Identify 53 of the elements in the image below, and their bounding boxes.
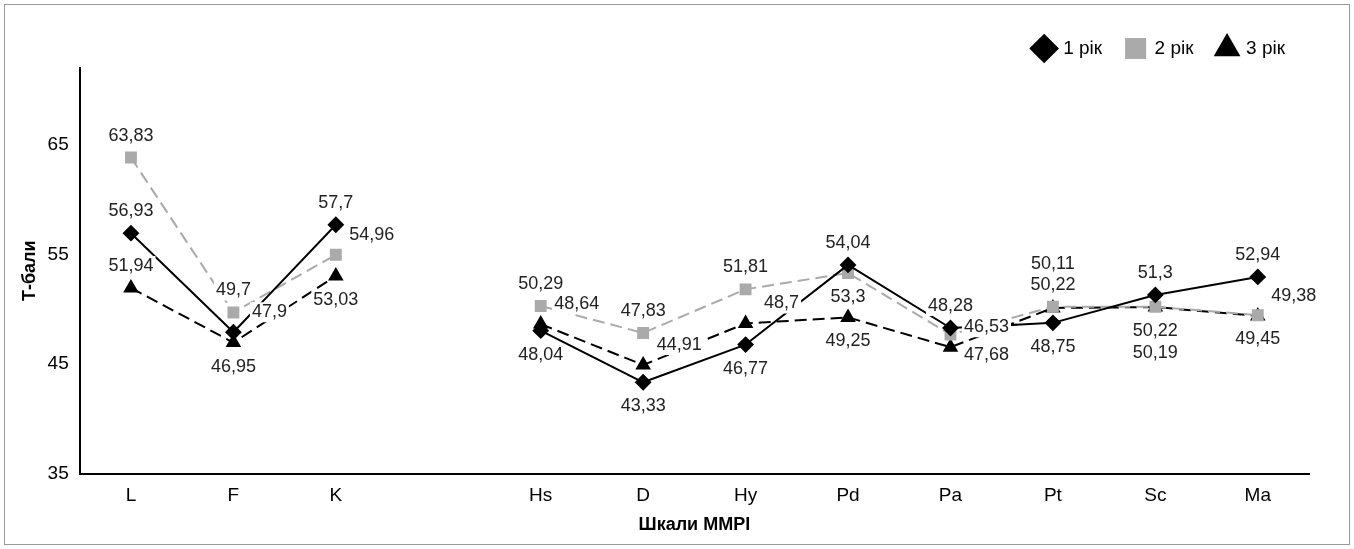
y-tick-label: 35: [47, 461, 69, 483]
data-label: 54,04: [825, 231, 871, 252]
data-label: 48,28: [927, 294, 973, 315]
data-label: 44,91: [656, 333, 702, 354]
y-tick-label: 55: [47, 242, 69, 264]
data-label: 57,7: [318, 191, 354, 212]
y-tick-label: 45: [47, 352, 69, 374]
data-label: 43,33: [620, 395, 666, 416]
data-label: 48,64: [554, 293, 600, 314]
data-label: 52,94: [1235, 243, 1281, 264]
x-tick-label: Hy: [733, 484, 758, 506]
data-label: 56,93: [108, 200, 154, 221]
data-label: 46,53: [963, 316, 1009, 337]
data-label: 51,81: [723, 256, 769, 277]
x-tick-label: K: [329, 484, 343, 506]
data-label: 50,22: [1132, 319, 1178, 340]
data-label: 54,96: [349, 223, 395, 244]
data-label: 46,77: [723, 357, 769, 378]
x-tick-label: Pt: [1043, 484, 1063, 506]
data-label: 51,3: [1137, 261, 1173, 282]
x-tick-label: L: [125, 484, 137, 506]
x-tick-label: Sc: [1144, 484, 1167, 506]
data-label: 49,25: [825, 330, 871, 351]
x-tick-label: Hs: [529, 484, 553, 506]
data-label: 50,11: [1031, 252, 1075, 273]
data-label: 53,03: [313, 288, 359, 309]
y-axis-title: Т-бали: [18, 240, 39, 302]
data-label: 48,75: [1030, 335, 1076, 356]
x-tick-label: Pa: [938, 484, 963, 506]
data-label: 53,3: [830, 285, 866, 306]
x-tick-label: D: [636, 484, 651, 506]
data-label: 47,68: [963, 343, 1009, 364]
data-label: 63,83: [108, 124, 154, 145]
data-label: 50,29: [518, 272, 564, 293]
y-tick-label: 65: [47, 132, 69, 154]
data-label: 48,7: [764, 292, 800, 313]
data-label: 50,19: [1132, 342, 1178, 363]
x-tick-label: Pd: [836, 484, 860, 506]
data-label: 46,95: [210, 355, 256, 376]
data-label: 50,22: [1030, 273, 1076, 294]
data-label: 49,7: [215, 279, 251, 300]
data-label: 48,04: [518, 343, 564, 364]
x-axis-title: Шкали MMPI: [638, 514, 751, 535]
data-label: 49,45: [1235, 328, 1281, 349]
legend-label: 1 рік: [1063, 36, 1103, 58]
x-tick-label: Ma: [1244, 484, 1272, 506]
x-tick-label: F: [227, 484, 240, 506]
data-label: 49,38: [1271, 284, 1317, 305]
data-label: 51,94: [108, 254, 154, 275]
data-label: 47,83: [620, 299, 666, 320]
legend-label: 2 рік: [1154, 36, 1195, 58]
data-label: 47,9: [251, 301, 287, 322]
legend-label: 3 рік: [1246, 36, 1286, 58]
